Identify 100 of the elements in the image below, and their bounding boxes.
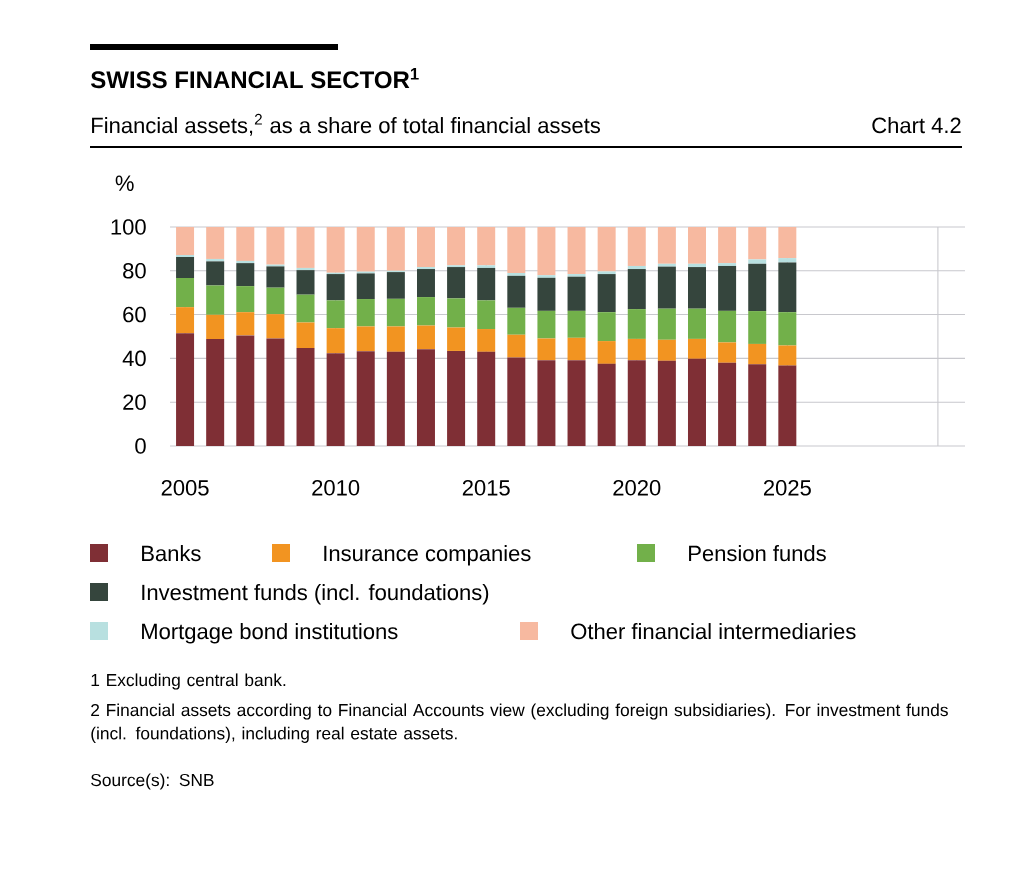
bar — [778, 345, 797, 366]
bar — [356, 299, 375, 327]
bar — [266, 314, 285, 339]
bar — [266, 338, 285, 446]
bar — [627, 360, 646, 446]
x-tick-label: 2020 — [613, 480, 661, 496]
legend-label: Mortgage bond institutions — [142, 623, 398, 644]
bar — [477, 265, 496, 268]
bar — [236, 226, 255, 261]
bar — [236, 312, 255, 336]
bar — [687, 267, 706, 309]
bar — [657, 266, 676, 309]
legend-label: Pension funds — [689, 545, 826, 562]
y-tick-label: 20 — [123, 394, 146, 410]
bar — [537, 360, 556, 446]
y-tick-label: 0 — [135, 438, 146, 454]
bar — [537, 338, 556, 361]
bar — [356, 351, 375, 446]
bar — [657, 263, 676, 267]
bar — [477, 329, 496, 352]
bar — [687, 263, 706, 268]
bar — [687, 226, 706, 264]
x-tick-label: 2025 — [763, 480, 811, 496]
bar — [356, 326, 375, 352]
bar — [507, 357, 526, 446]
bar — [477, 267, 496, 301]
bar — [236, 260, 255, 264]
bar — [507, 307, 526, 335]
bar — [597, 363, 616, 446]
bar — [748, 259, 767, 264]
bar — [627, 338, 646, 361]
bar — [296, 226, 315, 268]
y-tick-label: 100 — [111, 219, 146, 235]
bar — [507, 334, 526, 358]
bar — [236, 335, 255, 446]
bar — [718, 310, 737, 343]
bar — [748, 311, 767, 344]
bar — [718, 226, 737, 264]
bar — [416, 325, 435, 350]
y-tick-label: 60 — [123, 306, 146, 323]
bar — [567, 360, 586, 446]
bar — [567, 337, 586, 361]
bar — [266, 287, 285, 315]
bar — [748, 343, 767, 365]
bar — [206, 314, 225, 340]
bar — [176, 333, 195, 446]
legend-label: Other financial intermediaries — [571, 623, 856, 640]
bar — [296, 270, 315, 295]
bar — [748, 364, 767, 446]
chart-subtitle: Financial assets,$^{2}$ as a share of total financial assets — [92, 113, 601, 136]
bar — [206, 285, 225, 315]
bar — [567, 310, 586, 338]
bar — [386, 326, 405, 352]
text: 1 Excluding central bank. — [91, 673, 286, 690]
bar — [447, 267, 466, 299]
bar — [567, 274, 586, 277]
bar — [687, 308, 706, 339]
bar — [206, 261, 225, 286]
x-tick-label: 2005 — [161, 480, 209, 496]
y-tick-label: 40 — [122, 350, 146, 367]
bar — [627, 226, 646, 266]
text: 2 Financial assets according to Financial Accounts view (excluding foreign subsidiaries). For investment funds (incl. foundations), including real estate assets. — [91, 703, 948, 743]
bar — [296, 348, 315, 446]
legend-label: Insurance companies — [324, 545, 531, 566]
bar — [236, 286, 255, 313]
bar — [206, 339, 225, 446]
bar — [657, 308, 676, 340]
bar — [176, 226, 195, 256]
legend-label: Banks — [142, 545, 201, 562]
bar — [537, 275, 556, 278]
bar — [597, 341, 616, 364]
bar — [687, 338, 706, 359]
bar — [537, 277, 556, 311]
bar — [778, 312, 797, 346]
bar — [176, 307, 195, 334]
bar — [447, 350, 466, 446]
x-tick-label: 2015 — [462, 480, 510, 496]
bar — [416, 226, 435, 268]
bar — [356, 273, 375, 300]
bar — [326, 274, 345, 301]
bar — [176, 256, 195, 279]
bar — [477, 351, 496, 446]
bar — [296, 322, 315, 349]
bar — [326, 226, 345, 273]
bar — [657, 226, 676, 264]
bar — [748, 226, 767, 260]
bar — [266, 226, 285, 265]
bar — [206, 226, 225, 259]
bar — [266, 266, 285, 288]
bar — [447, 327, 466, 351]
chart-title: SWISS FINANCIAL SECTOR$^{1}$ — [90, 68, 419, 89]
bar — [567, 226, 586, 275]
bar — [416, 269, 435, 298]
bar — [356, 226, 375, 272]
x-tick-label: 2010 — [312, 480, 360, 496]
bar — [627, 309, 646, 339]
bar — [537, 226, 556, 276]
bar — [176, 278, 195, 308]
bar — [778, 258, 797, 263]
bar — [236, 263, 255, 287]
